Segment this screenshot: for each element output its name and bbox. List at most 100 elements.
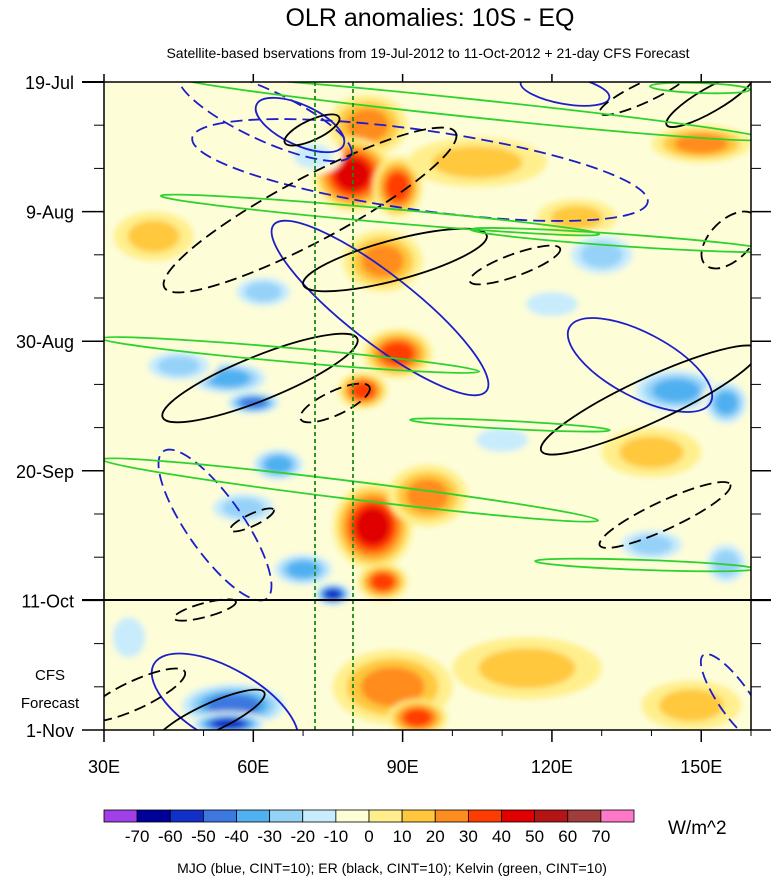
colorbar-label: 70 [591, 827, 610, 846]
x-tick-label: 30E [88, 757, 120, 777]
anomaly-cell [127, 220, 180, 253]
colorbar-swatch [302, 809, 337, 823]
forecast-label-line-1: CFS [35, 667, 65, 684]
kelvin-contour [469, 227, 751, 253]
anomaly-cell [630, 534, 673, 555]
anomaly-cell [324, 589, 342, 600]
er-contour [173, 598, 237, 622]
colorbar-label: 50 [525, 827, 544, 846]
colorbar-label: 0 [364, 827, 373, 846]
anomaly-cell [286, 560, 320, 579]
colorbar-swatch [534, 809, 569, 823]
anomaly-cell [355, 507, 391, 546]
anomaly-cell [431, 146, 523, 179]
anomaly-cell [526, 292, 578, 317]
chart-title: OLR anomalies: 10S - EQ [285, 4, 574, 32]
colorbar-label: -60 [158, 827, 183, 846]
er-contour [299, 382, 371, 424]
y-tick-label: 30-Aug [16, 332, 74, 352]
colorbar-label: -30 [257, 827, 282, 846]
kelvin-contour [409, 417, 611, 433]
y-tick-label: 19-Jul [25, 73, 74, 93]
colorbar-units: W/m^2 [668, 818, 727, 839]
anomaly-cell [293, 144, 333, 169]
colorbar-swatch [567, 809, 602, 823]
mjo-contour [270, 219, 490, 397]
anomaly-cell [550, 205, 603, 230]
colorbar-label: 30 [459, 827, 478, 846]
colorbar-swatch [467, 809, 502, 823]
anomaly-cell [370, 573, 395, 591]
kelvin-contour [104, 336, 481, 374]
colorbar-label: 60 [558, 827, 577, 846]
er-contour [700, 210, 751, 270]
colorbar-swatch [401, 809, 436, 823]
anomaly-cell [207, 694, 260, 717]
colorbar: -70 -60 -50 -40 -30 -20 -10 0 10 20 30 40 50 60 70 [103, 809, 635, 846]
chart-subtitle: Satellite-based bservations from 19-Jul-… [166, 45, 689, 61]
colorbar-label: -20 [290, 827, 315, 846]
anomaly-cell [712, 550, 740, 577]
er-contour [283, 113, 341, 147]
x-tick-label: 150E [680, 757, 722, 777]
er-contour [154, 688, 266, 730]
kelvin-contours [104, 82, 751, 573]
anomaly-cell [580, 241, 623, 268]
axes: 30E 60E 90E 120E 150E 19-Jul 9-Aug 30-Aug 20-Sep… [16, 73, 771, 777]
colorbar-swatch [103, 809, 138, 823]
anomaly-cell [652, 378, 700, 403]
anomaly-cell [406, 479, 449, 512]
colorbar-swatch [269, 809, 304, 823]
anomaly-cell [385, 172, 410, 202]
plot-frame [103, 81, 752, 731]
colorbar-label: -10 [324, 827, 349, 846]
colorbar-label: -50 [191, 827, 216, 846]
er-contour [539, 344, 751, 456]
mjo-contour [191, 118, 649, 222]
anomaly-cell [476, 427, 529, 452]
mjo-contour [699, 653, 751, 730]
colorbar-swatch [236, 809, 271, 823]
y-tick-label: 9-Aug [26, 203, 74, 223]
er-contour [598, 481, 732, 549]
forecast-label-line-2: Forecast [21, 695, 80, 712]
kelvin-contour [649, 82, 751, 95]
x-tick-label: 90E [387, 757, 419, 777]
colorbar-swatch [368, 809, 403, 823]
colorbar-swatch [169, 809, 204, 823]
kelvin-contour [159, 193, 601, 237]
anomaly-cell [157, 356, 200, 376]
colorbar-label: -40 [224, 827, 249, 846]
er-contour [229, 507, 275, 533]
anomaly-cell [112, 617, 146, 658]
anomaly-cell [361, 244, 404, 278]
mjo-contour [566, 317, 714, 413]
colorbar-label: 20 [426, 827, 445, 846]
anomaly-cell [403, 708, 432, 727]
er-contour [104, 667, 187, 723]
colorbar-label: 40 [492, 827, 511, 846]
er-contour [302, 227, 488, 293]
footer-note: MJO (blue, CINT=10); ER (black, CINT=10)… [177, 860, 607, 876]
kelvin-contour [170, 82, 751, 142]
anomaly-cell [360, 667, 425, 707]
anomaly-cell [658, 689, 724, 722]
colorbar-swatch [600, 809, 635, 823]
er-contour [665, 82, 751, 128]
er-contour [162, 126, 458, 294]
anomaly-cell [714, 391, 738, 415]
x-tick-label: 120E [531, 757, 573, 777]
anomaly-cell [244, 281, 282, 302]
colorbar-swatch [434, 809, 469, 823]
anomaly-cell [478, 648, 576, 689]
er-contour [468, 244, 562, 286]
anomaly-cell [207, 369, 250, 388]
mjo-contour [150, 652, 300, 730]
anomaly-cell [264, 455, 293, 474]
kelvin-contour [104, 457, 600, 523]
plot-area [82, 81, 771, 731]
anomaly-cell [222, 497, 265, 518]
colorbar-swatch [136, 809, 171, 823]
er-contour [161, 332, 359, 424]
er-contours [104, 82, 751, 730]
